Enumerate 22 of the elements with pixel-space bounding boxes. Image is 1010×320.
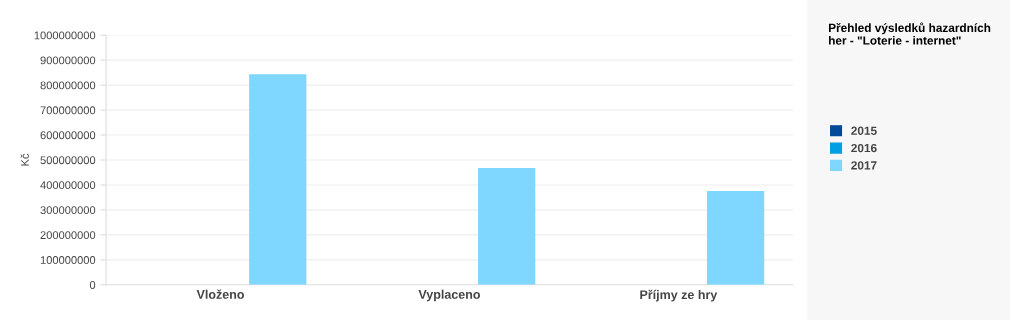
y-tick-label: 800000000 <box>40 81 96 90</box>
y-tick-label: 700000000 <box>40 106 96 115</box>
y-tick-label: 0 <box>89 281 96 289</box>
y-tick-label: 100000000 <box>40 256 96 264</box>
y-tick-label: 600000000 <box>40 131 96 140</box>
y-tick-label: 1000000000 <box>34 31 96 40</box>
bar <box>249 74 307 285</box>
bar <box>478 167 536 285</box>
bar <box>707 190 765 285</box>
x-tick-label: Vyplaceno <box>418 289 480 302</box>
y-tick-label: 200000000 <box>40 231 96 240</box>
y-tick-label: 400000000 <box>40 181 96 190</box>
legend-label: 2016 <box>851 143 877 153</box>
legend-label: 2017 <box>851 161 877 170</box>
x-tick-label: Příjmy ze hry <box>640 289 718 302</box>
legend-label: 2015 <box>851 126 877 135</box>
y-tick-label: 300000000 <box>40 206 96 215</box>
y-tick-label: 900000000 <box>40 56 96 65</box>
y-axis-title: Kč <box>20 153 29 166</box>
text: Přehled výsledků hazardních her - "Loterie - internet" <box>828 22 991 45</box>
y-tick-label: 500000000 <box>40 156 96 165</box>
x-tick-label: Vloženo <box>196 289 244 299</box>
